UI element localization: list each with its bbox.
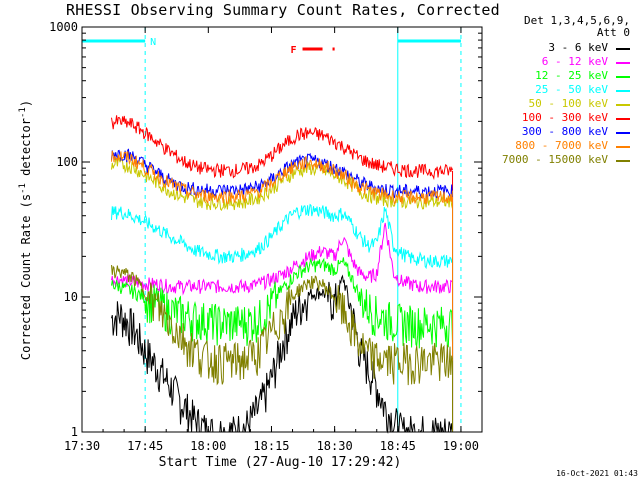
y-tick-label: 10 [64,290,78,304]
legend-swatch [616,118,630,120]
legend-swatch [616,132,630,134]
series-line-7 [111,150,453,205]
legend-item: 6 - 12 keV [484,55,630,69]
y-tick-label: 1 [71,425,78,439]
legend-label: 7000 - 15000 keV [502,153,608,166]
legend-item: 800 - 7000 keV [484,139,630,153]
y-tick-label: 100 [56,155,78,169]
legend-label: 3 - 6 keV [548,41,608,54]
flare-flag-label: F [291,45,297,56]
x-tick-label: 19:00 [443,439,479,453]
legend-label: 12 - 25 keV [535,69,608,82]
series-line-2 [111,257,453,349]
footer-timestamp: 16-Oct-2021 01:43 [556,469,638,478]
legend-header-line1: Det 1,3,4,5,6,9, [524,14,630,27]
legend-swatch [616,90,630,92]
chart-title: RHESSI Observing Summary Count Rates, Co… [66,1,500,19]
legend-swatch [616,146,630,148]
svg-text:Corrected Count Rate (s-1 dete: Corrected Count Rate (s-1 detector-1) [18,100,33,360]
x-tick-label: 18:30 [317,439,353,453]
legend-label: 25 - 50 keV [535,83,608,96]
legend-swatch [616,62,630,64]
legend-header-line2: Att 0 [596,26,630,39]
series-line-3 [111,203,453,270]
legend-item: 300 - 800 keV [484,125,630,139]
legend-swatch [616,104,630,106]
legend-swatch [616,160,630,162]
legend-item: 25 - 50 keV [484,83,630,97]
x-tick-label: 18:45 [380,439,416,453]
legend-label: 50 - 100 keV [528,97,608,110]
legend-swatch [616,76,630,78]
legend-label: 300 - 800 keV [521,125,608,138]
series-line-5 [111,115,453,181]
legend-item: 50 - 100 keV [484,97,630,111]
plot-frame [81,26,483,433]
x-tick-label: 18:00 [190,439,226,453]
legend-label: 800 - 7000 keV [515,139,608,152]
y-tick-label: 1000 [49,20,78,34]
legend-label: 6 - 12 keV [541,55,608,68]
legend-label: 100 - 300 keV [521,111,608,124]
series-line-4 [111,157,453,211]
legend-item: 100 - 300 keV [484,111,630,125]
series-line-6 [111,148,453,200]
series-line-1 [111,222,453,296]
x-tick-label: 18:15 [253,439,289,453]
legend-swatch [616,48,630,50]
x-tick-label: 17:45 [127,439,163,453]
legend-item: 3 - 6 keV [484,41,630,55]
x-axis-label: Start Time (27-Aug-10 17:29:42) [159,455,402,470]
x-tick-label: 17:30 [64,439,100,453]
series-line-0 [111,274,453,434]
series-line-8 [111,265,453,386]
legend-item: 12 - 25 keV [484,69,630,83]
night-bar-label: N [150,37,156,48]
y-axis-label: Corrected Count Rate (s-1 detector-1) [18,100,33,360]
legend-item: 7000 - 15000 keV [484,153,630,167]
